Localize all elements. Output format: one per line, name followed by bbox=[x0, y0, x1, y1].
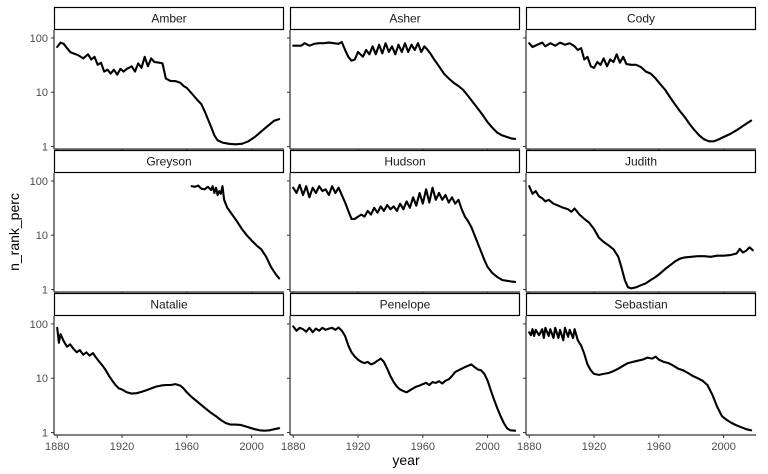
y-tick-label: 1 bbox=[42, 285, 48, 297]
facet-strip-label: Asher bbox=[389, 12, 420, 26]
x-tick-label: 1880 bbox=[517, 441, 541, 453]
y-tick-label: 100 bbox=[30, 319, 48, 331]
y-tick-label: 1 bbox=[42, 428, 48, 440]
x-tick-label: 2000 bbox=[475, 441, 499, 453]
series-line-judith bbox=[528, 185, 754, 290]
x-tick-label: 1880 bbox=[45, 441, 69, 453]
facet-strip bbox=[525, 149, 757, 174]
x-tick-label: 1920 bbox=[110, 441, 134, 453]
x-tick-label: 1920 bbox=[346, 441, 370, 453]
facet-strip bbox=[53, 292, 285, 317]
series-line-greyson bbox=[190, 184, 281, 280]
facet-strip bbox=[289, 149, 521, 174]
x-tick-label: 2000 bbox=[711, 441, 735, 453]
facet-strip-label: Cody bbox=[627, 12, 655, 26]
x-tick-label: 1960 bbox=[411, 441, 435, 453]
y-tick-label: 100 bbox=[30, 176, 48, 188]
y-tick-label: 100 bbox=[30, 33, 48, 45]
facet-strip-label: Hudson bbox=[384, 155, 425, 169]
facet-strip bbox=[53, 6, 285, 31]
facet-hudson: Hudson bbox=[287, 149, 521, 295]
facet-panels: Amber 1 10 100 Asher Cody Greyson 1 10 100 Hudson J… bbox=[30, 6, 757, 453]
x-axis-title: year bbox=[392, 452, 420, 468]
facet-asher: Asher bbox=[287, 6, 521, 152]
facet-strip-label: Natalie bbox=[150, 298, 188, 312]
facet-natalie: Natalie 1 10 100 1880 1920 1960 2000 bbox=[30, 292, 285, 453]
x-tick-label: 1960 bbox=[647, 441, 671, 453]
facet-amber: Amber 1 10 100 bbox=[30, 6, 285, 154]
facet-sebastian: Sebastian 1880 1920 1960 2000 bbox=[517, 292, 757, 453]
series-line-asher bbox=[292, 40, 517, 140]
facet-cody: Cody bbox=[523, 6, 757, 152]
facet-strip bbox=[289, 292, 521, 317]
facet-strip bbox=[53, 149, 285, 174]
series-line-sebastian bbox=[528, 326, 753, 432]
y-tick-label: 10 bbox=[36, 230, 48, 242]
x-tick-label: 1880 bbox=[281, 441, 305, 453]
y-tick-label: 1 bbox=[42, 142, 48, 154]
facet-strip-label: Amber bbox=[151, 12, 186, 26]
y-axis-title: n_rank_perc bbox=[6, 193, 22, 271]
facet-strip bbox=[525, 292, 757, 317]
facet-strip-label: Sebastian bbox=[614, 298, 667, 312]
facet-judith: Judith bbox=[523, 149, 757, 295]
facet-strip bbox=[289, 6, 521, 31]
series-line-amber bbox=[56, 41, 281, 146]
facet-strip bbox=[525, 6, 757, 31]
facet-greyson: Greyson 1 10 100 bbox=[30, 149, 285, 297]
y-tick-label: 10 bbox=[36, 87, 48, 99]
facet-strip-label: Greyson bbox=[146, 155, 191, 169]
x-tick-label: 2000 bbox=[239, 441, 263, 453]
facet-strip-label: Judith bbox=[625, 155, 657, 169]
y-tick-label: 10 bbox=[36, 373, 48, 385]
series-line-penelope bbox=[292, 325, 517, 432]
facet-penelope: Penelope 1880 1920 1960 2000 bbox=[281, 292, 521, 453]
series-line-hudson bbox=[292, 183, 517, 283]
series-line-natalie bbox=[56, 326, 281, 432]
series-line-cody bbox=[528, 41, 753, 143]
facet-strip-label: Penelope bbox=[380, 298, 431, 312]
x-tick-label: 1960 bbox=[175, 441, 199, 453]
x-tick-label: 1920 bbox=[582, 441, 606, 453]
